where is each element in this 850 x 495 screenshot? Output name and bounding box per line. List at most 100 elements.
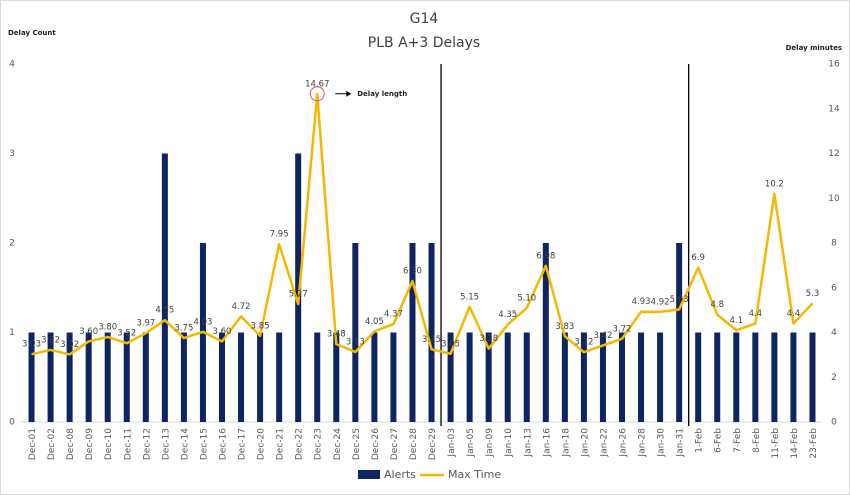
line-series: [31, 92, 814, 356]
x-tick-label: Jan-20: [580, 428, 590, 458]
data-label: 3.42: [593, 331, 612, 341]
x-tick-label: Dec-02: [47, 428, 57, 460]
bar: [352, 243, 359, 422]
data-label: 3.03: [22, 340, 41, 350]
x-tick-label: Dec-25: [352, 428, 362, 460]
x-tick-label: Jan-03: [447, 428, 457, 458]
x-tick-label: Jan-16: [542, 428, 552, 458]
x-tick-label: Dec-28: [409, 428, 419, 460]
bar: [123, 332, 130, 422]
data-label: 6.98: [536, 251, 555, 261]
data-label: 3.28: [479, 334, 498, 344]
data-label: 5.15: [460, 292, 479, 302]
bar: [771, 332, 778, 422]
legend-label: Alerts: [384, 468, 416, 481]
bar: [276, 332, 283, 422]
y2-tick-label: 12: [828, 149, 839, 159]
x-tick-label: Jan-28: [638, 428, 648, 458]
x-tick-label: 7-Feb: [733, 428, 743, 453]
data-label: 3.13: [346, 337, 365, 347]
x-tick-label: Jan-13: [523, 428, 533, 458]
bar: [238, 332, 245, 422]
data-label: 4.8: [710, 300, 724, 310]
x-tick-label: Dec-26: [371, 428, 381, 460]
bar: [714, 332, 721, 422]
y2-tick-label: 4: [831, 328, 837, 338]
x-tick-label: Dec-14: [180, 428, 190, 460]
y2-tick-label: 10: [828, 194, 840, 204]
x-tick-label: Dec-24: [333, 428, 343, 460]
data-label: 3.75: [174, 324, 193, 334]
bar: [47, 332, 54, 422]
x-tick-label: Dec-09: [85, 428, 95, 460]
chart-title: G14: [410, 11, 439, 27]
bar: [104, 332, 111, 422]
x-tick-label: 23-Feb: [809, 428, 819, 459]
data-label: 5.3: [806, 289, 820, 299]
bar: [657, 332, 664, 422]
bar: [485, 332, 492, 422]
y2-tick-label: 8: [831, 239, 837, 249]
data-label: 5.03: [670, 295, 689, 305]
data-label: 10.2: [765, 179, 784, 189]
bar: [809, 332, 816, 422]
bar: [561, 332, 568, 422]
bar: [638, 332, 645, 422]
data-label: 4.4: [749, 309, 763, 319]
y-tick-label: 0: [9, 418, 15, 428]
x-tick-label: Dec-27: [390, 428, 400, 460]
bar: [580, 332, 587, 422]
y-tick-label: 3: [9, 149, 15, 159]
data-label: 3.05: [441, 339, 460, 349]
x-tick-label: Dec-12: [142, 428, 152, 460]
data-label: 6.30: [403, 267, 422, 277]
data-label: 4.72: [232, 302, 251, 312]
data-label: 3.60: [79, 327, 98, 337]
data-label: 3.83: [555, 322, 574, 332]
bar: [314, 332, 321, 422]
bar: [447, 332, 454, 422]
data-label: 3.52: [117, 329, 136, 339]
bar: [752, 332, 759, 422]
bar: [28, 332, 35, 422]
data-label: 3.85: [251, 321, 270, 331]
x-tick-label: Dec-29: [428, 428, 438, 460]
data-label: 4.03: [193, 317, 212, 327]
bar: [371, 332, 378, 422]
x-tick-label: Jan-26: [619, 428, 629, 458]
data-label: 4.92: [651, 297, 670, 307]
x-tick-label: 14-Feb: [790, 428, 800, 459]
bar: [695, 332, 702, 422]
data-label: 5.27: [289, 290, 308, 300]
x-tick-label: Jan-10: [504, 428, 514, 458]
x-tick-label: Dec-11: [123, 428, 133, 460]
data-label: 4.35: [498, 310, 517, 320]
x-tick-label: Jan-05: [466, 428, 476, 458]
x-tick-label: Jan-09: [485, 428, 495, 458]
bar: [523, 332, 530, 422]
bar: [409, 243, 416, 422]
legend-swatch: [358, 470, 380, 479]
bar: [466, 332, 473, 422]
bar: [599, 332, 606, 422]
data-label: 3.22: [41, 335, 60, 345]
arrow-head: [346, 90, 352, 97]
chart-subtitle: PLB A+3 Delays: [368, 35, 480, 51]
bar: [428, 243, 435, 422]
data-label: 4.4: [787, 309, 801, 319]
y2-axis-label: Delay minutes: [786, 44, 842, 52]
data-label: 3.12: [574, 338, 593, 348]
x-tick-label: 6-Feb: [714, 428, 724, 453]
bar: [142, 332, 149, 422]
bar: [295, 153, 302, 422]
bar: [66, 332, 73, 422]
x-tick-label: Jan-30: [657, 428, 667, 458]
x-tick-label: 1-Feb: [695, 428, 705, 453]
data-label: 3.97: [136, 319, 155, 329]
data-label: 5.10: [517, 293, 536, 303]
x-tick-label: Dec-08: [66, 428, 76, 460]
highlight-circle: [309, 86, 325, 102]
x-tick-label: 11-Feb: [771, 428, 781, 459]
data-label: 4.05: [365, 317, 384, 327]
